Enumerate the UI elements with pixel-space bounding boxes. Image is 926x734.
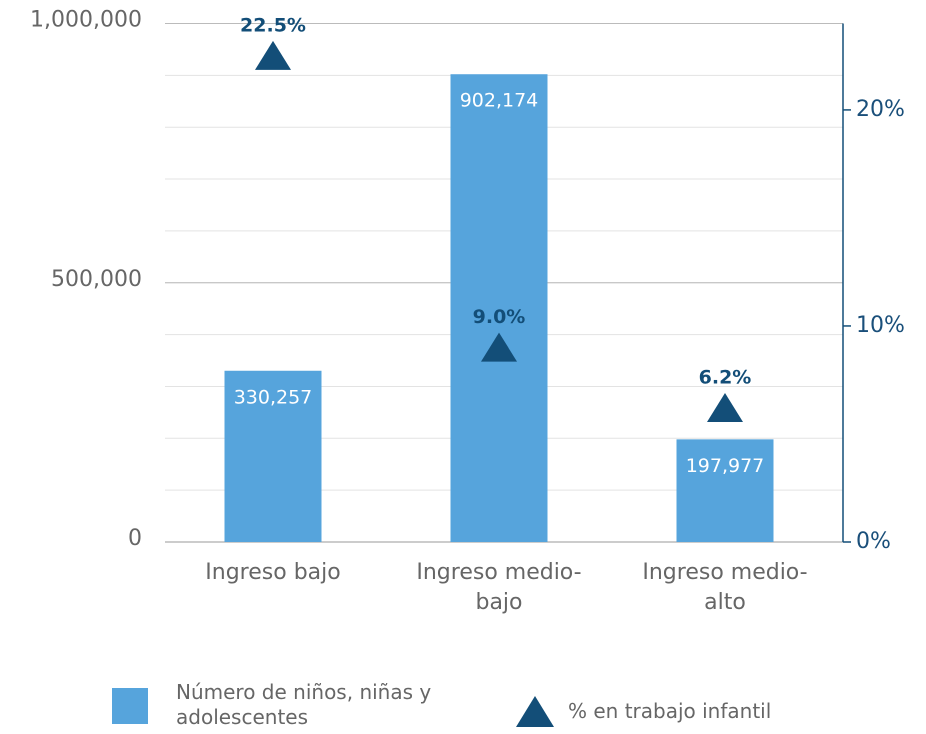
y2-tick-label: 20% (856, 97, 905, 122)
y-tick-label: 0 (128, 526, 142, 551)
triangle-marker (707, 393, 743, 423)
triangle-marker (481, 332, 517, 362)
bar-value-label: 902,174 (460, 90, 539, 112)
triangle-marker (255, 40, 291, 70)
y-tick-label: 1,000,000 (30, 8, 142, 33)
marker-value-label: 22.5% (240, 14, 306, 36)
bar (224, 370, 322, 542)
y2-tick-label: 10% (856, 313, 905, 338)
bar-value-label: 197,977 (686, 455, 765, 477)
bar (450, 74, 548, 542)
legend-swatch (516, 696, 554, 727)
x-tick-label: Ingreso bajo (205, 560, 341, 585)
marker-value-label: 9.0% (473, 306, 526, 328)
bar (676, 439, 774, 542)
x-tick-label: Ingreso medio-alto (642, 560, 808, 615)
y-tick-label: 500,000 (51, 267, 142, 292)
legend-label: % en trabajo infantil (568, 699, 772, 723)
marker-value-label: 6.2% (699, 367, 752, 389)
bar-value-label: 330,257 (234, 386, 313, 408)
y2-tick-label: 0% (856, 529, 891, 554)
legend-swatch (112, 688, 148, 724)
legend-label: Número de niños, niñas y adolescentes (176, 680, 432, 729)
x-tick-label: Ingreso medio-bajo (416, 560, 582, 615)
